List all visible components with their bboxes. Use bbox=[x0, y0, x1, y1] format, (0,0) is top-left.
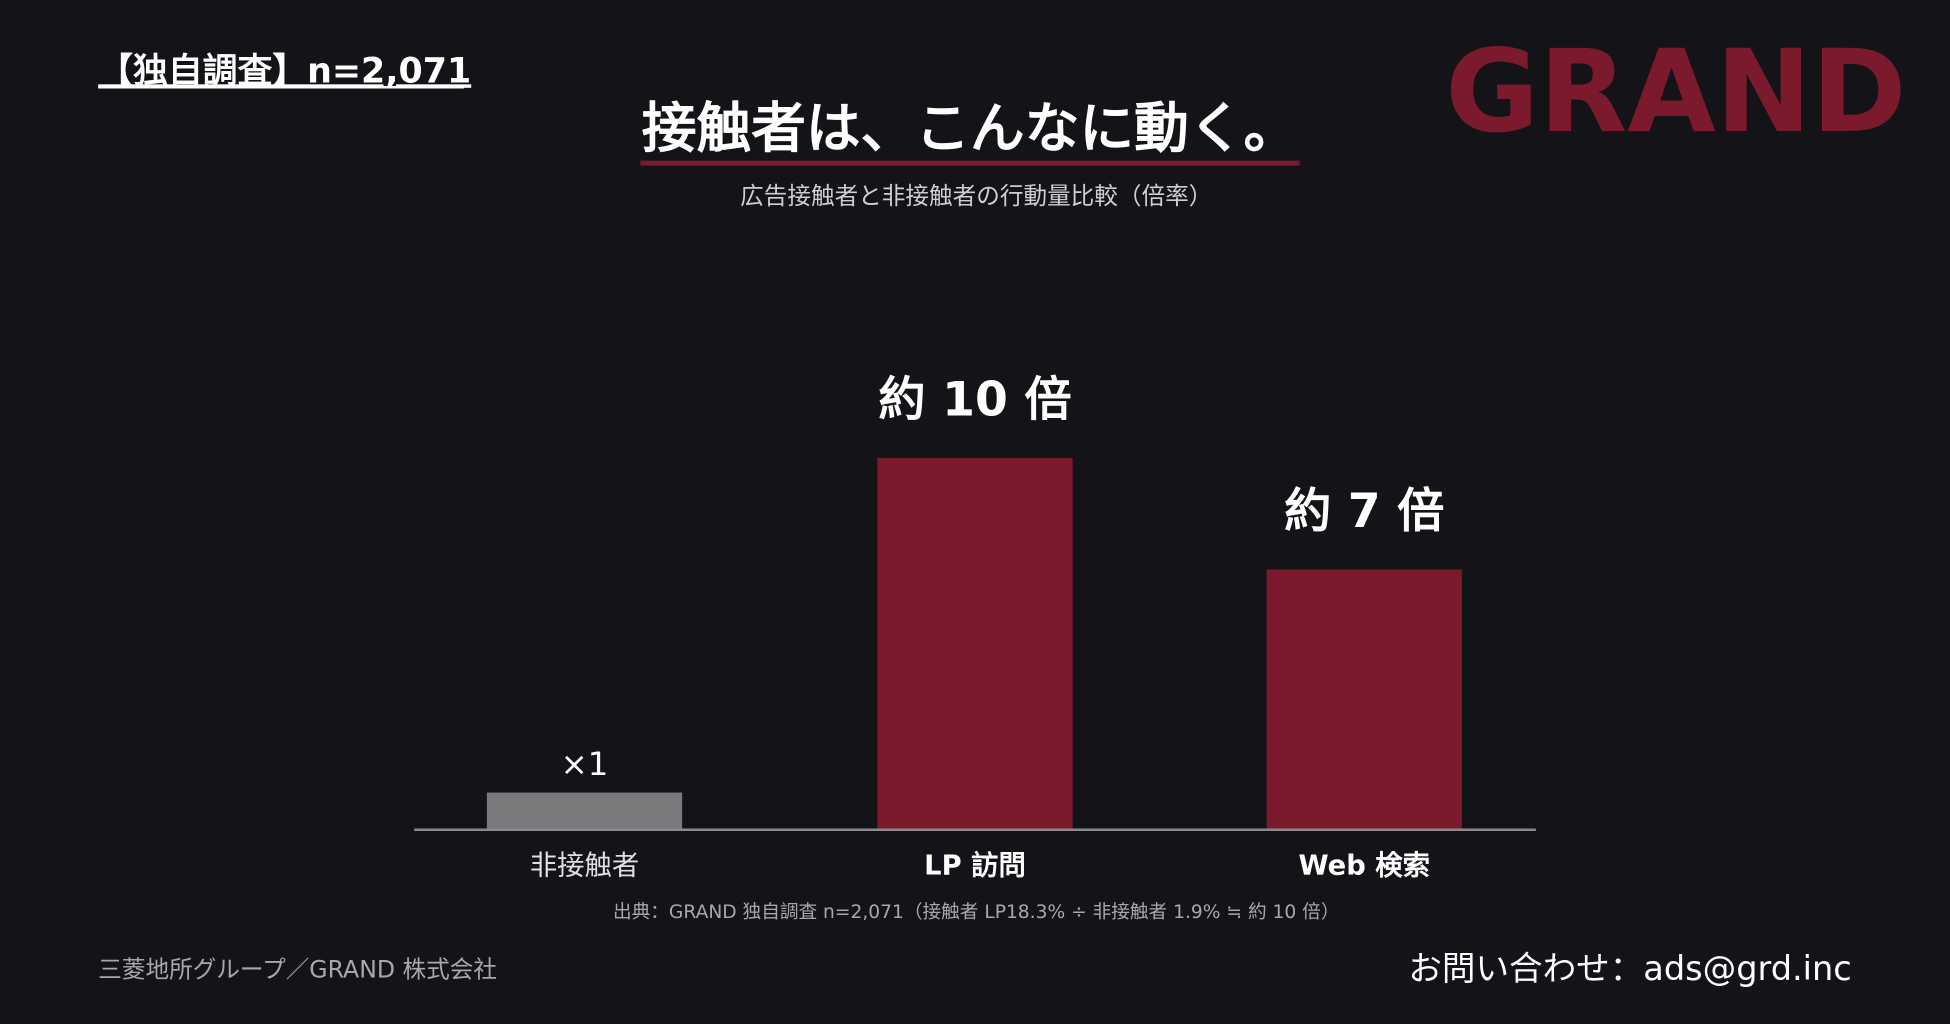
bar bbox=[877, 457, 1073, 830]
logo: GRAND bbox=[1445, 25, 1906, 158]
bar bbox=[1266, 569, 1462, 830]
value-label: 約 7 倍 bbox=[1284, 484, 1444, 539]
x-tick-label: Web 検索 bbox=[1298, 851, 1430, 882]
x-tick-label: LP 訪問 bbox=[924, 850, 1026, 882]
chart-subtitle: 広告接触者と非接触者の行動量比較（倍率） bbox=[740, 182, 1212, 210]
chart-title: 接触者は、こんなに動く。 bbox=[642, 96, 1298, 160]
source-note: 出典：GRAND 独自調査 n=2,071（接触者 LP18.3% ÷ 非接触者… bbox=[613, 902, 1339, 923]
bar bbox=[486, 792, 683, 830]
contact: お問い合わせ：ads@grd.inc bbox=[1408, 949, 1851, 988]
x-tick-label: 非接触者 bbox=[530, 851, 639, 882]
footer: 三菱地所グループ／GRAND 株式会社 bbox=[98, 956, 497, 984]
badge: 【独自調査】n=2,071 bbox=[98, 51, 471, 91]
value-label: 約 10 倍 bbox=[878, 373, 1071, 428]
value-label: ×1 bbox=[561, 745, 609, 783]
plot-area: ×1 非接触者 約 10 倍 LP 訪問 約 7 倍 Web 検索 bbox=[486, 373, 1462, 882]
